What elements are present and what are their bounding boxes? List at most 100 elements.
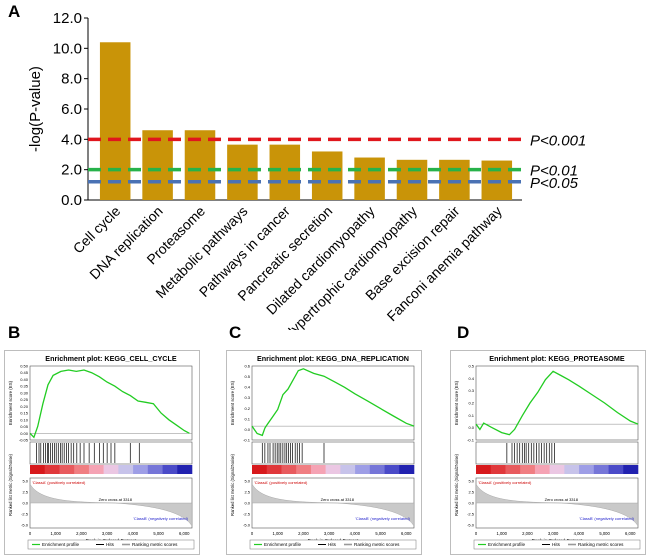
rank-color-segment bbox=[281, 465, 297, 474]
legend-label-profile: Enrichment profile bbox=[42, 542, 79, 547]
rank-color-segment bbox=[118, 465, 134, 474]
class-positive-label: 'ClassA' (positively correlated) bbox=[254, 480, 308, 485]
zero-cross-label: Zero cross at 3318 bbox=[545, 497, 579, 502]
x-tick-label: 6,000 bbox=[179, 531, 190, 536]
gsea-svg-cell-cycle: Enrichment plot: KEGG_CELL_CYCLE 0.500.45… bbox=[4, 350, 200, 555]
class-positive-label: 'ClassA' (positively correlated) bbox=[32, 480, 86, 485]
rank-color-segment bbox=[355, 465, 371, 474]
y-tick-label: 6.0 bbox=[61, 101, 82, 118]
x-tick-label: 6,000 bbox=[625, 531, 636, 536]
es-axis-title: Enrichment score (ES) bbox=[8, 380, 13, 425]
gsea-plot-proteasome: Enrichment plot: KEGG_PROTEASOME 0.5 0.4 0.… bbox=[450, 350, 646, 555]
rank-color-segment bbox=[30, 465, 46, 474]
legend-box bbox=[27, 539, 195, 550]
es-tick-label: 0.30 bbox=[20, 390, 29, 395]
rank-color-segment bbox=[384, 465, 400, 474]
bar-6 bbox=[311, 151, 343, 200]
es-axis-title: Enrichment score (ES) bbox=[230, 380, 235, 425]
rank-color-segment bbox=[399, 465, 415, 474]
x-tick-label: 5,000 bbox=[599, 531, 610, 536]
class-negative-label: 'ClassB' (negatively correlated) bbox=[355, 516, 411, 521]
es-tick-label: 0.3 bbox=[468, 388, 474, 393]
es-tick-label: 0.45 bbox=[20, 370, 29, 375]
rank-color-segment bbox=[520, 465, 536, 474]
es-tick-label: 0.1 bbox=[468, 413, 474, 418]
rank-color-segment bbox=[325, 465, 341, 474]
bar-4 bbox=[227, 144, 258, 200]
hits-box bbox=[251, 441, 415, 465]
es-tick-label: 0.3 bbox=[244, 395, 250, 400]
es-box bbox=[475, 365, 639, 441]
es-tick-label: 0.5 bbox=[468, 364, 474, 369]
x-tick-label: 2,000 bbox=[522, 531, 533, 536]
rank-color-segment bbox=[310, 465, 326, 474]
metric-axis-title: Ranked list metric (Signal2Noise) bbox=[454, 453, 459, 516]
metric-tick-label: 2.5 bbox=[468, 490, 474, 495]
gsea-svg-proteasome: Enrichment plot: KEGG_PROTEASOME 0.5 0.4 0.… bbox=[450, 350, 646, 555]
rank-color-segment bbox=[88, 465, 104, 474]
panel-label-a: A bbox=[8, 2, 21, 21]
x-tick-label: 2,000 bbox=[76, 531, 87, 536]
es-tick-label: 0.1 bbox=[244, 416, 250, 421]
gsea-plot-cell-cycle: Enrichment plot: KEGG_CELL_CYCLE 0.50 0.45… bbox=[4, 350, 200, 555]
gsea-svg-dna-replication: Enrichment plot: KEGG_DNA_REPLICATION 0.6… bbox=[226, 350, 422, 555]
class-positive-label: 'ClassA' (positively correlated) bbox=[478, 480, 532, 485]
metric-tick-label: 5.0 bbox=[468, 479, 474, 484]
metric-tick-label: -5.0 bbox=[21, 523, 29, 528]
rank-color-segment bbox=[74, 465, 90, 474]
metric-tick-label: -2.5 bbox=[21, 512, 29, 517]
metric-tick-label: -5.0 bbox=[243, 523, 251, 528]
bar-8 bbox=[396, 159, 428, 200]
x-tick-label: 0 bbox=[475, 531, 478, 536]
legend-label-metric: Ranking metric scores bbox=[354, 542, 400, 547]
x-tick-label: 5,000 bbox=[375, 531, 386, 536]
rank-color-segment bbox=[564, 465, 580, 474]
enrichment-profile-line bbox=[475, 370, 639, 436]
y-tick-label: 2.0 bbox=[61, 162, 82, 179]
bar-7 bbox=[354, 157, 385, 200]
legend-box bbox=[249, 539, 417, 550]
rank-color-segment bbox=[549, 465, 565, 474]
enrichment-profile-line bbox=[251, 368, 415, 437]
metric-tick-label: 0.0 bbox=[244, 501, 250, 506]
zero-cross-label: Zero cross at 3318 bbox=[321, 497, 355, 502]
rank-color-segment bbox=[103, 465, 119, 474]
es-tick-label: -0.1 bbox=[243, 438, 251, 443]
metric-tick-label: -2.5 bbox=[243, 512, 251, 517]
rank-color-segment bbox=[608, 465, 624, 474]
x-tick-label: 6,000 bbox=[401, 531, 412, 536]
y-tick-label: 0.0 bbox=[61, 192, 82, 209]
threshold-label-3: P<0.05 bbox=[530, 175, 579, 192]
rank-color-segment bbox=[593, 465, 609, 474]
rank-color-segment bbox=[177, 465, 193, 474]
es-tick-label: 0.2 bbox=[468, 401, 474, 406]
bar-chart: 0.02.04.06.08.010.012.0-log(P-value)Cell… bbox=[27, 10, 586, 330]
rank-color-segment bbox=[476, 465, 492, 474]
legend-box bbox=[473, 539, 641, 550]
bar-2 bbox=[142, 130, 173, 200]
metric-tick-label: 2.5 bbox=[22, 490, 28, 495]
x-tick-label: 3,000 bbox=[102, 531, 113, 536]
es-tick-label: 0.15 bbox=[20, 411, 29, 416]
bar-5 bbox=[269, 144, 301, 200]
es-tick-label: 0.25 bbox=[20, 397, 29, 402]
es-tick-label: 0.2 bbox=[244, 406, 250, 411]
rank-color-segment bbox=[266, 465, 282, 474]
metric-axis-title: Ranked list metric (Signal2Noise) bbox=[8, 453, 13, 516]
rank-color-segment bbox=[369, 465, 385, 474]
ranking-metric-area bbox=[475, 483, 639, 527]
es-tick-label: 0.0 bbox=[244, 427, 250, 432]
rank-color-segment bbox=[579, 465, 595, 474]
gsea-plot-dna-replication: Enrichment plot: KEGG_DNA_REPLICATION 0.6… bbox=[226, 350, 422, 555]
metric-tick-label: -5.0 bbox=[467, 523, 475, 528]
es-tick-label: 0.5 bbox=[244, 374, 250, 379]
y-tick-label: 4.0 bbox=[61, 131, 82, 148]
metric-tick-label: -2.5 bbox=[467, 512, 475, 517]
x-tick-label: 4,000 bbox=[574, 531, 585, 536]
es-tick-label: 0.05 bbox=[20, 424, 29, 429]
es-box bbox=[251, 365, 415, 441]
rank-color-segment bbox=[340, 465, 356, 474]
x-tick-label: 1,000 bbox=[496, 531, 507, 536]
class-negative-label: 'ClassB' (negatively correlated) bbox=[133, 516, 189, 521]
metric-tick-label: 2.5 bbox=[244, 490, 250, 495]
